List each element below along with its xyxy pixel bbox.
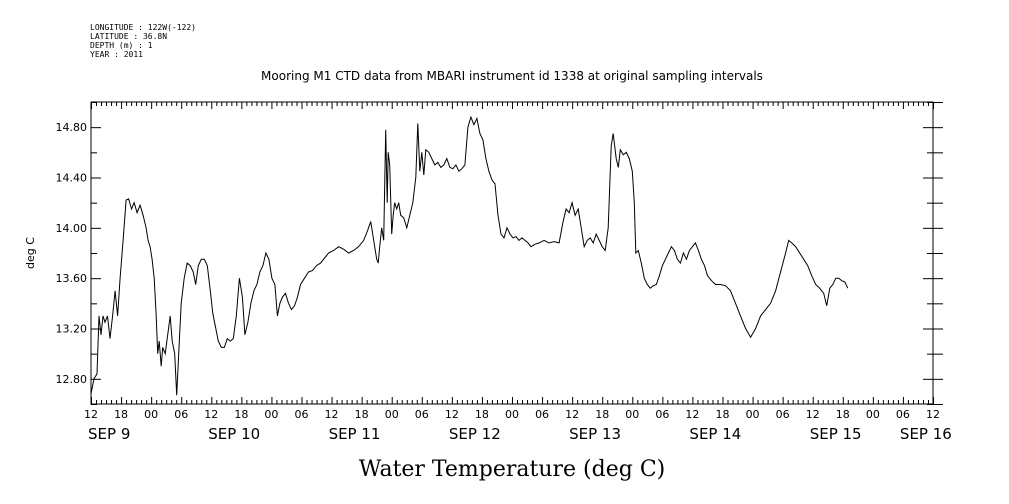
x-tick-label: 18 (234, 408, 248, 421)
x-tick-label: 12 (325, 408, 339, 421)
x-day-label: SEP 14 (689, 425, 741, 443)
x-tick-label: 00 (866, 408, 880, 421)
x-tick-label: 18 (114, 408, 128, 421)
y-tick-label: 14.40 (56, 172, 88, 185)
x-tick-label: 06 (896, 408, 910, 421)
x-tick-label: 18 (836, 408, 850, 421)
x-day-label: SEP 15 (810, 425, 862, 443)
meta-latitude: LATITUDE : 36.8N (90, 32, 167, 41)
x-tick-label: 18 (595, 408, 609, 421)
y-tick-label: 12.80 (56, 373, 88, 386)
x-tick-label: 00 (505, 408, 519, 421)
x-day-label: SEP 11 (329, 425, 381, 443)
meta-depth: DEPTH (m) : 1 (90, 41, 153, 50)
y-axis-label: deg C (24, 237, 37, 269)
x-tick-label: 12 (806, 408, 820, 421)
x-tick-label: 00 (746, 408, 760, 421)
temperature-series-line (90, 115, 849, 396)
x-tick-label: 12 (685, 408, 699, 421)
chart-title: Mooring M1 CTD data from MBARI instrumen… (261, 69, 763, 83)
x-tick-label: 18 (355, 408, 369, 421)
x-tick-label: 06 (295, 408, 309, 421)
x-tick-label: 12 (445, 408, 459, 421)
x-tick-label: 12 (84, 408, 98, 421)
axes-layer: 12 18 00 06 12 18 00 06 12 18 00 06 12 18 00 06 12 18 00 06… (56, 102, 952, 443)
x-tick-label: 06 (535, 408, 549, 421)
metadata-block: LONGITUDE : 122W(-122) LATITUDE : 36.8N … (90, 23, 196, 59)
x-tick-label: 06 (655, 408, 669, 421)
x-tick-label: 00 (144, 408, 158, 421)
x-day-label: SEP 16 (900, 425, 952, 443)
x-tick-label: 18 (475, 408, 489, 421)
y-tick-label: 13.60 (56, 272, 88, 285)
y-tick-label: 14.80 (56, 121, 88, 134)
x-tick-label: 06 (415, 408, 429, 421)
x-tick-label: 00 (625, 408, 639, 421)
x-tick-label: 06 (174, 408, 188, 421)
x-tick-label: 12 (565, 408, 579, 421)
x-day-label: SEP 10 (208, 425, 260, 443)
meta-year: YEAR : 2011 (90, 50, 143, 59)
x-tick-label: 12 (204, 408, 218, 421)
x-day-label: SEP 13 (569, 425, 621, 443)
x-axis-title: Water Temperature (deg C) (359, 457, 666, 482)
x-day-label: SEP 9 (88, 425, 130, 443)
x-day-label: SEP 12 (449, 425, 501, 443)
x-tick-label: 00 (264, 408, 278, 421)
y-tick-label: 13.20 (56, 323, 88, 336)
x-tick-label: 18 (716, 408, 730, 421)
x-tick-label: 06 (776, 408, 790, 421)
plot-frame (90, 101, 934, 405)
x-tick-label: 12 (926, 408, 940, 421)
x-tick-label: 00 (385, 408, 399, 421)
meta-longitude: LONGITUDE : 122W(-122) (90, 23, 196, 32)
y-tick-label: 14.00 (56, 222, 88, 235)
